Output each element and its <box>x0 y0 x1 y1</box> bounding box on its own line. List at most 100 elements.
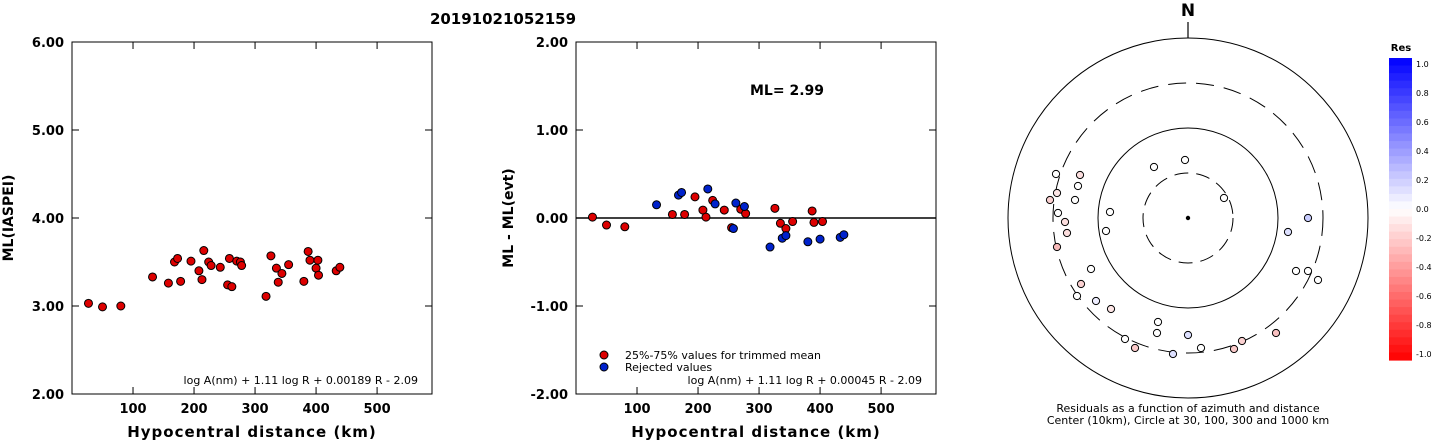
panel2-points <box>587 184 849 252</box>
colorbar-segment <box>1389 178 1412 187</box>
colorbar-segment <box>1389 329 1412 338</box>
colorbar-segment <box>1389 322 1412 331</box>
data-point <box>620 222 630 232</box>
azimuth-residual-panel: N Residuals as a function of azimuth and… <box>1007 1 1432 427</box>
legend-label-rejected: Rejected values <box>625 361 712 374</box>
station-marker <box>1075 170 1085 180</box>
colorbar-segment <box>1389 254 1412 263</box>
x-tick-label: 400 <box>806 402 833 417</box>
data-point <box>335 262 345 272</box>
data-point <box>261 291 271 301</box>
residual-colorbar: 1.0 0.8 0.6 0.4 0.2 0.0 -0.2 -0.4 -0.6 -0.8 -1.0 <box>1389 58 1432 361</box>
y-tick-label: -1.00 <box>531 300 568 315</box>
data-point <box>815 234 825 244</box>
data-point <box>163 278 173 288</box>
y-tick-label: 2.00 <box>32 388 64 403</box>
colorbar-segment <box>1389 65 1412 74</box>
colorbar-tick-label: -0.8 <box>1416 321 1432 330</box>
colorbar-segment <box>1389 292 1412 301</box>
center-dot <box>1185 215 1191 221</box>
colorbar-tick-label: -0.6 <box>1416 292 1432 301</box>
colorbar-segment <box>1389 261 1412 270</box>
data-point <box>803 237 813 247</box>
station-marker <box>1076 279 1086 289</box>
station-marker <box>1052 242 1062 252</box>
north-label: N <box>1181 1 1195 21</box>
colorbar-segment <box>1389 80 1412 89</box>
data-point <box>770 203 780 213</box>
event-id-title: 20191021052159 <box>430 10 576 28</box>
colorbar-segment <box>1389 337 1412 346</box>
panel2-formula: log A(nm) + 1.11 log R + 0.00045 R - 2.0… <box>688 374 922 387</box>
data-point <box>303 246 313 256</box>
station-marker <box>1051 169 1061 179</box>
y-tick-label: 2.00 <box>536 36 568 51</box>
data-point <box>186 256 196 266</box>
data-point <box>710 199 720 209</box>
data-point <box>148 272 158 282</box>
x-tick-label: 100 <box>119 402 146 417</box>
station-marker <box>1106 304 1116 314</box>
colorbar-tick-label: 0.2 <box>1416 176 1429 185</box>
data-point <box>680 209 690 219</box>
station-marker <box>1229 344 1239 354</box>
station-marker <box>1291 266 1301 276</box>
data-point <box>818 217 828 227</box>
residual-vs-distance-panel: -2.00 -1.00 0.00 1.00 2.00 100 200 300 400 500 M… <box>501 36 937 441</box>
data-point <box>652 200 662 210</box>
data-point <box>176 276 186 286</box>
data-point <box>299 276 309 286</box>
y-tick-label: 5.00 <box>32 124 64 139</box>
dashed-circle-300km <box>1052 82 1324 354</box>
colorbar-segment <box>1389 73 1412 82</box>
panel1-y-axis-label: ML(IASPEI) <box>1 175 17 262</box>
station-marker <box>1130 343 1140 353</box>
station-marker <box>1101 226 1111 236</box>
legend-marker-trimmed <box>599 350 609 360</box>
station-marker <box>1120 334 1130 344</box>
y-tick-label: 6.00 <box>32 36 64 51</box>
panel2-x-axis-label: Hypocentral distance (km) <box>631 423 881 441</box>
colorbar-segment <box>1389 246 1412 255</box>
panel2-x-ticks: 100 200 300 400 500 <box>623 42 895 417</box>
data-point <box>765 242 775 252</box>
colorbar-segment <box>1389 269 1412 278</box>
legend-label-trimmed: 25%-75% values for trimmed mean <box>625 349 821 362</box>
station-marker <box>1196 343 1206 353</box>
data-point <box>224 253 234 263</box>
dashed-circle-30km <box>1142 172 1234 264</box>
x-tick-label: 200 <box>684 402 711 417</box>
data-point <box>206 261 216 271</box>
x-tick-label: 300 <box>745 402 772 417</box>
x-tick-label: 200 <box>180 402 207 417</box>
data-point <box>199 246 209 256</box>
data-point <box>775 218 785 228</box>
station-marker <box>1062 228 1072 238</box>
data-point <box>587 212 597 222</box>
data-point <box>781 231 791 241</box>
colorbar-segment <box>1389 141 1412 150</box>
colorbar-segment <box>1389 201 1412 210</box>
data-point <box>194 266 204 276</box>
station-marker <box>1060 217 1070 227</box>
colorbar-segment <box>1389 307 1412 316</box>
station-marker <box>1152 328 1162 338</box>
data-point <box>197 275 207 285</box>
colorbar-segment <box>1389 148 1412 157</box>
station-marker <box>1105 207 1115 217</box>
colorbar-title: Res <box>1391 43 1411 54</box>
station-marker <box>1303 266 1313 276</box>
data-point <box>305 255 315 265</box>
colorbar-tick-label: 1.0 <box>1416 60 1429 69</box>
station-marker <box>1313 275 1323 285</box>
panel2-y-axis-label: ML - ML(evt) <box>501 168 517 267</box>
colorbar-tick-label: -0.2 <box>1416 234 1432 243</box>
data-point <box>237 261 247 271</box>
data-point <box>215 262 225 272</box>
x-tick-label: 300 <box>241 402 268 417</box>
legend-marker-rejected <box>599 362 609 372</box>
colorbar-segment <box>1389 352 1412 361</box>
colorbar-tick-label: -1.0 <box>1416 350 1432 359</box>
data-point <box>701 212 711 222</box>
